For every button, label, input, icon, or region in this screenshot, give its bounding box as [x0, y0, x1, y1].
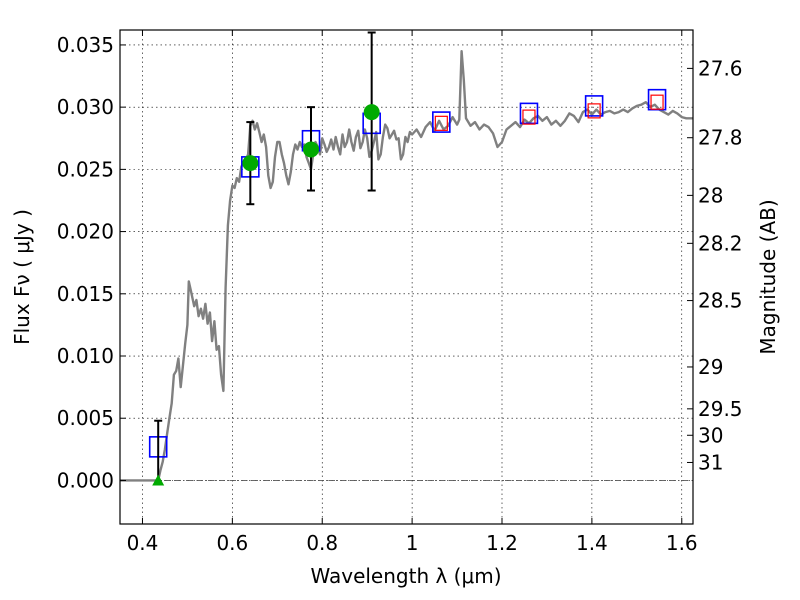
x-tick-label: 0.4 [127, 531, 159, 555]
y-tick-label: 0.035 [57, 33, 114, 57]
mag-tick-label: 27.8 [698, 126, 743, 150]
spectrum-line [120, 50, 693, 482]
x-axis-label: Wavelength λ (μm) [310, 564, 501, 588]
mag-tick-label: 28.2 [698, 231, 743, 255]
x-tick-label: 1.6 [666, 531, 698, 555]
observed-flux-point [242, 155, 259, 172]
x-tick-label: 0.8 [306, 531, 338, 555]
mag-tick-label: 31 [698, 450, 723, 474]
x-tick-label: 0.6 [216, 531, 248, 555]
y-tick-label: 0.015 [57, 282, 114, 306]
y-tick-label: 0.000 [57, 468, 114, 492]
mag-tick-label: 30 [698, 423, 723, 447]
observed-flux-point [303, 141, 319, 158]
y-tick-label: 0.020 [57, 220, 114, 244]
y-tick-label: 0.025 [57, 157, 114, 181]
y-tick-label: 0.005 [57, 406, 114, 430]
y-axis-label: Flux Fν ( μJy ) [10, 209, 34, 345]
x-tick-label: 1.4 [576, 531, 608, 555]
grid [120, 30, 693, 524]
model-flux-marker-small [522, 109, 536, 125]
y-axis-label-right: Magnitude (AB) [756, 199, 780, 354]
upper-limit-marker [152, 474, 165, 486]
y-tick-label: 0.010 [57, 344, 114, 368]
ticks: 0.4 0.6 0.8 1 1.2 1.4 1.6 0.000 0.005 0.010 0.015 0… [57, 30, 743, 555]
x-tick-label: 1 [406, 531, 419, 555]
observed-flux-point [363, 104, 380, 121]
mag-tick-label: 28.5 [698, 289, 743, 313]
data-layer [120, 31, 693, 486]
model-flux-marker-small [650, 94, 664, 110]
model-flux-marker-small [587, 103, 601, 119]
mag-tick-label: 28 [698, 183, 723, 207]
model-flux-marker [432, 111, 451, 133]
mag-tick-label: 27.6 [698, 56, 743, 80]
plot-background [120, 30, 693, 524]
plot-frame [119, 29, 694, 525]
mag-tick-label: 29 [698, 355, 723, 379]
model-flux-marker [584, 95, 604, 117]
model-flux-marker [519, 102, 539, 125]
mag-tick-label: 29.5 [698, 397, 743, 421]
model-flux-marker-small [434, 115, 448, 131]
x-tick-label: 1.2 [486, 531, 518, 555]
y-tick-label: 0.030 [57, 95, 114, 119]
